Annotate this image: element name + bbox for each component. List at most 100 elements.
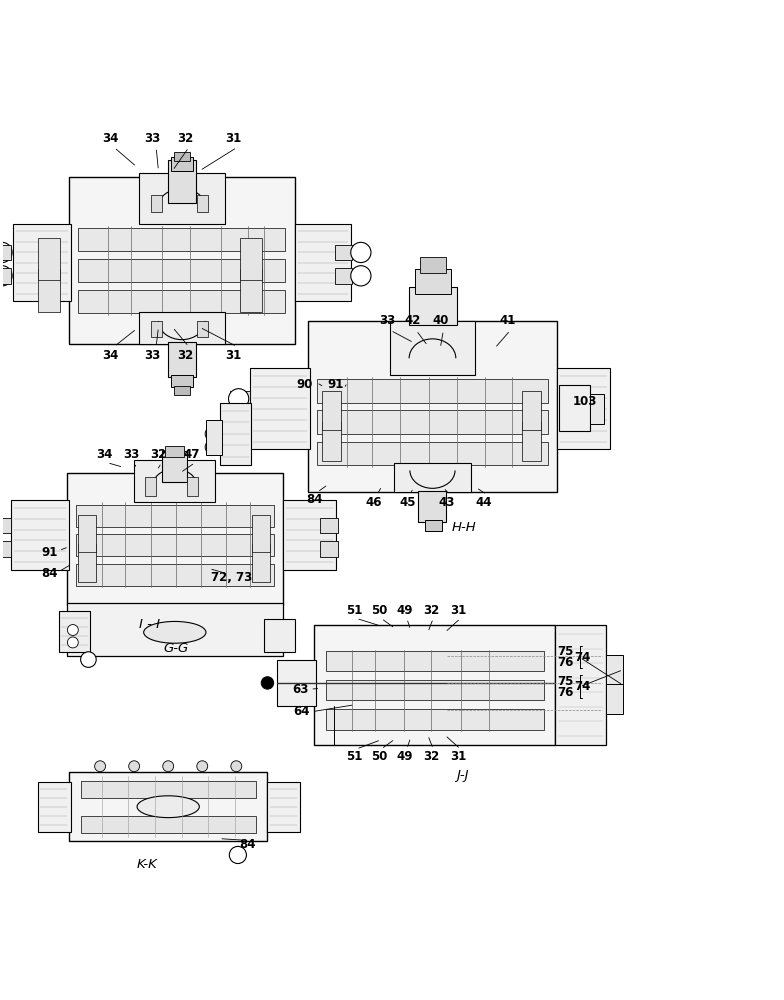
Bar [420, 257, 447, 273]
Bar [38, 238, 60, 280]
Text: 31: 31 [450, 604, 466, 617]
Circle shape [0, 266, 12, 286]
Bar [0, 245, 10, 260]
Text: I - I: I - I [139, 618, 160, 631]
Text: 33: 33 [144, 132, 161, 145]
Bar [145, 477, 156, 496]
Text: 46: 46 [366, 496, 383, 509]
Bar [151, 321, 162, 337]
Text: 34: 34 [102, 349, 118, 362]
Text: 34: 34 [96, 448, 112, 461]
Text: 49: 49 [396, 604, 412, 617]
Bar [336, 268, 352, 284]
Bar [187, 477, 198, 496]
Text: 84: 84 [306, 493, 322, 506]
Text: 43: 43 [438, 496, 455, 509]
Text: 50: 50 [371, 750, 387, 763]
Text: 63: 63 [292, 683, 308, 696]
Bar [249, 368, 310, 449]
Text: 33: 33 [379, 314, 395, 327]
Circle shape [350, 266, 371, 286]
Bar [0, 541, 11, 557]
Text: 74: 74 [575, 680, 591, 693]
Text: 31: 31 [450, 750, 466, 763]
Bar [168, 342, 196, 377]
Bar [390, 321, 475, 375]
Bar [38, 782, 71, 832]
Text: 72, 73: 72, 73 [211, 571, 252, 584]
Bar [240, 238, 262, 280]
Bar [0, 518, 11, 533]
Text: 50: 50 [371, 604, 387, 617]
Bar [171, 157, 193, 171]
Circle shape [316, 502, 332, 517]
Text: 49: 49 [396, 750, 412, 763]
Bar [76, 534, 274, 556]
Bar [206, 420, 222, 455]
Bar [318, 410, 548, 434]
Bar [558, 385, 590, 431]
Text: 32: 32 [423, 604, 439, 617]
Text: 75: 75 [557, 645, 574, 658]
Text: K-K: K-K [136, 858, 158, 871]
Circle shape [205, 440, 220, 454]
Text: 31: 31 [225, 349, 241, 362]
Bar [522, 422, 542, 461]
Bar [174, 386, 190, 395]
Bar [308, 321, 557, 492]
Circle shape [129, 761, 140, 772]
Text: J-J: J-J [456, 769, 468, 782]
Bar [165, 446, 184, 457]
Circle shape [229, 846, 246, 864]
Text: 51: 51 [346, 604, 362, 617]
Text: 42: 42 [405, 314, 421, 327]
Circle shape [228, 416, 249, 436]
Bar [162, 451, 187, 482]
Bar [78, 290, 285, 313]
Bar [314, 625, 556, 745]
Bar [220, 403, 251, 465]
Bar [556, 625, 606, 745]
Text: 32: 32 [151, 448, 166, 461]
Text: 32: 32 [177, 132, 193, 145]
Text: 103: 103 [573, 395, 597, 408]
Bar [321, 518, 338, 533]
Bar [557, 368, 610, 449]
Bar [76, 505, 274, 527]
Circle shape [0, 242, 12, 263]
Bar [76, 564, 274, 586]
Text: 34: 34 [102, 132, 118, 145]
Text: 51: 51 [346, 750, 362, 763]
Bar [322, 391, 341, 430]
Circle shape [205, 427, 220, 441]
Text: 84: 84 [42, 567, 58, 580]
Bar [409, 287, 457, 325]
Bar [419, 491, 447, 522]
Bar [78, 228, 285, 251]
Bar [326, 651, 544, 671]
Text: 45: 45 [399, 496, 416, 509]
Circle shape [81, 652, 96, 667]
Bar [336, 245, 352, 260]
Bar [326, 680, 544, 700]
Bar [81, 781, 256, 798]
Text: 91: 91 [328, 378, 344, 391]
Bar [69, 177, 295, 344]
Circle shape [67, 637, 78, 648]
Bar [78, 515, 96, 552]
Text: 40: 40 [432, 314, 448, 327]
Bar [326, 709, 544, 730]
Bar [139, 312, 225, 344]
Text: 91: 91 [42, 546, 58, 559]
Bar [67, 473, 283, 605]
Bar [252, 544, 270, 582]
Bar [263, 619, 295, 652]
Bar [522, 391, 542, 430]
Text: 47: 47 [183, 448, 200, 461]
Bar [606, 684, 623, 714]
Text: 33: 33 [123, 448, 140, 461]
Bar [267, 782, 300, 832]
Bar [606, 655, 623, 684]
Circle shape [230, 761, 241, 772]
Bar [318, 442, 548, 465]
